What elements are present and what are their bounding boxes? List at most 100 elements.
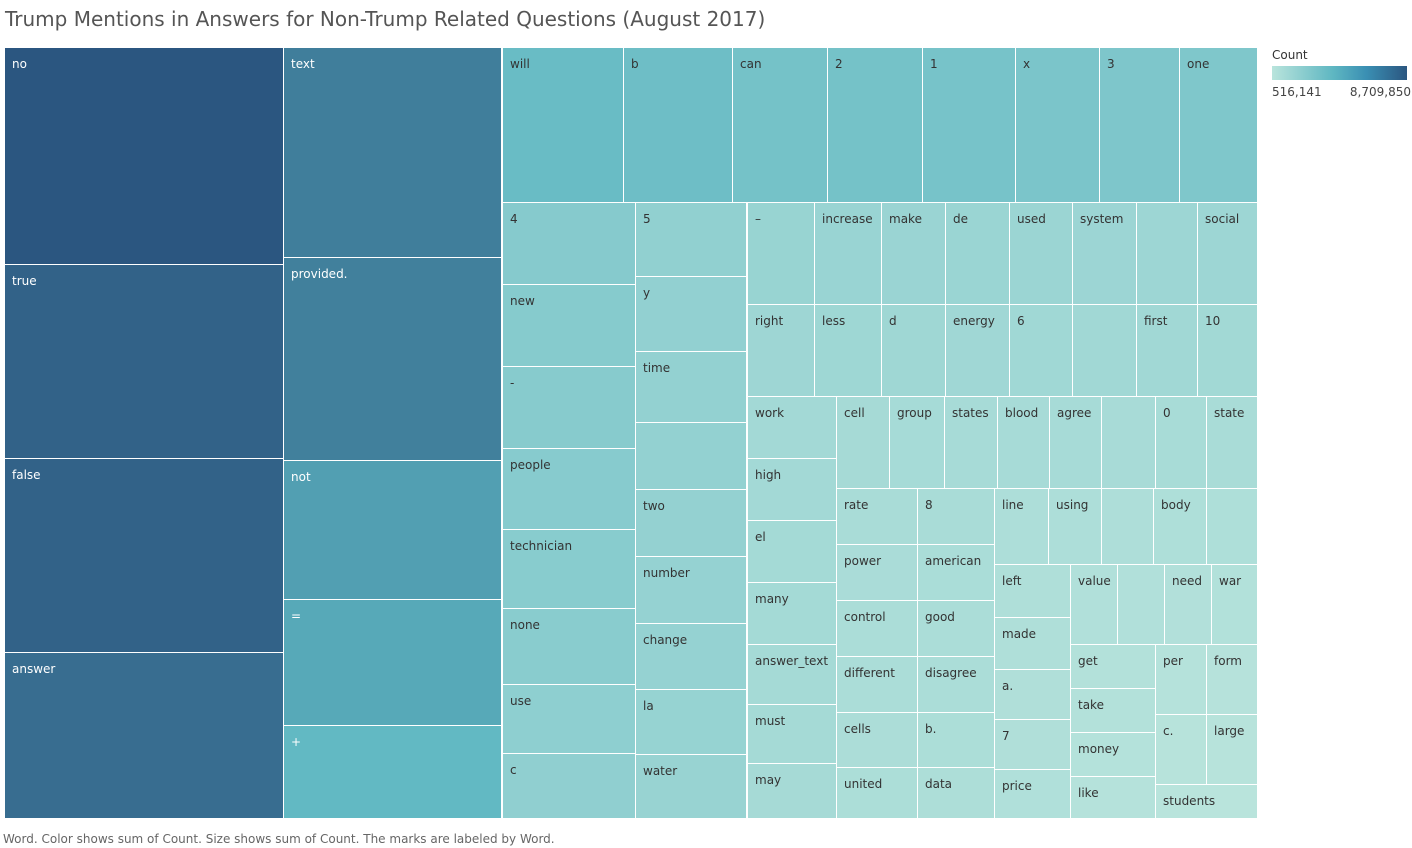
treemap-cell[interactable] xyxy=(636,423,747,490)
treemap-cell[interactable]: 1 xyxy=(923,48,1016,203)
treemap-cell[interactable]: no xyxy=(5,48,284,265)
treemap-cell[interactable]: states xyxy=(945,397,998,489)
treemap-cell[interactable]: water xyxy=(636,755,747,819)
treemap-cell[interactable]: increase xyxy=(815,203,882,305)
treemap-cell[interactable]: agree xyxy=(1050,397,1102,489)
treemap-cell[interactable]: number xyxy=(636,557,747,624)
treemap-cell[interactable]: power xyxy=(837,545,918,601)
treemap-cell[interactable]: 2 xyxy=(828,48,923,203)
treemap-cell[interactable]: rate xyxy=(837,489,918,545)
treemap-cell[interactable] xyxy=(1118,565,1165,645)
treemap-cell[interactable]: c xyxy=(503,754,636,819)
treemap-cell[interactable]: can xyxy=(733,48,828,203)
treemap-cell[interactable]: x xyxy=(1016,48,1100,203)
treemap-cell[interactable]: technician xyxy=(503,530,636,609)
treemap-cell[interactable]: change xyxy=(636,624,747,690)
treemap-cell[interactable]: price xyxy=(995,770,1071,819)
treemap-cell[interactable] xyxy=(1207,489,1258,565)
treemap-cell[interactable]: must xyxy=(748,705,837,764)
treemap-cell[interactable]: group xyxy=(890,397,945,489)
treemap-cell[interactable]: 7 xyxy=(995,720,1071,770)
treemap-cell[interactable]: – xyxy=(748,203,815,305)
treemap-cell[interactable]: c. xyxy=(1156,715,1207,785)
treemap-cell[interactable]: not xyxy=(284,461,502,600)
treemap-cell[interactable]: cells xyxy=(837,713,918,768)
treemap-cell[interactable]: = xyxy=(284,600,502,726)
treemap-cell[interactable]: provided. xyxy=(284,258,502,461)
treemap-cell[interactable]: 6 xyxy=(1010,305,1073,397)
treemap-cell[interactable]: per xyxy=(1156,645,1207,715)
treemap-cell[interactable]: good xyxy=(918,601,995,657)
treemap-cell[interactable]: two xyxy=(636,490,747,557)
treemap-cell[interactable]: make xyxy=(882,203,946,305)
treemap-cell[interactable]: line xyxy=(995,489,1049,565)
treemap-cell[interactable]: social xyxy=(1198,203,1258,305)
treemap-cell[interactable]: large xyxy=(1207,715,1258,785)
treemap-cell[interactable]: blood xyxy=(998,397,1050,489)
treemap-cell[interactable]: take xyxy=(1071,689,1156,733)
treemap-cell[interactable]: time xyxy=(636,352,747,423)
treemap-cell[interactable]: different xyxy=(837,657,918,713)
treemap-cell[interactable]: form xyxy=(1207,645,1258,715)
treemap-cell[interactable]: one xyxy=(1180,48,1258,203)
treemap-cell[interactable]: el xyxy=(748,521,837,583)
treemap-cell[interactable]: may xyxy=(748,764,837,819)
treemap-cell[interactable]: cell xyxy=(837,397,890,489)
treemap-cell[interactable]: use xyxy=(503,685,636,754)
treemap-cell[interactable]: 8 xyxy=(918,489,995,545)
treemap-cell[interactable]: state xyxy=(1207,397,1258,489)
treemap-cell[interactable]: high xyxy=(748,459,837,521)
treemap-cell[interactable]: 4 xyxy=(503,203,636,285)
treemap-cell[interactable]: value xyxy=(1071,565,1118,645)
treemap-cell[interactable]: work xyxy=(748,397,837,459)
treemap-cell[interactable]: like xyxy=(1071,777,1156,819)
treemap-cell[interactable]: - xyxy=(503,367,636,449)
treemap-cell[interactable]: body xyxy=(1154,489,1207,565)
treemap-cell[interactable] xyxy=(1102,489,1154,565)
treemap-cell[interactable]: need xyxy=(1165,565,1212,645)
treemap-cell[interactable]: answer xyxy=(5,653,284,819)
treemap-cell[interactable]: de xyxy=(946,203,1010,305)
treemap-cell[interactable]: first xyxy=(1137,305,1198,397)
treemap-cell[interactable]: b xyxy=(624,48,733,203)
treemap-cell[interactable]: used xyxy=(1010,203,1073,305)
treemap-cell[interactable]: 0 xyxy=(1156,397,1207,489)
treemap-cell[interactable]: made xyxy=(995,618,1071,670)
treemap-cell[interactable] xyxy=(1073,305,1137,397)
treemap-cell[interactable]: data xyxy=(918,768,995,819)
treemap-cell[interactable]: using xyxy=(1049,489,1102,565)
treemap-cell[interactable]: war xyxy=(1212,565,1258,645)
treemap-cell[interactable]: d xyxy=(882,305,946,397)
treemap-cell[interactable]: + xyxy=(284,726,502,819)
treemap-cell[interactable]: american xyxy=(918,545,995,601)
treemap-cell[interactable]: energy xyxy=(946,305,1010,397)
treemap-cell[interactable]: false xyxy=(5,459,284,653)
treemap-cell[interactable]: money xyxy=(1071,733,1156,777)
treemap-cell[interactable]: get xyxy=(1071,645,1156,689)
treemap-cell[interactable]: people xyxy=(503,449,636,530)
treemap-cell[interactable] xyxy=(1137,203,1198,305)
treemap-cell[interactable]: 10 xyxy=(1198,305,1258,397)
treemap-cell[interactable]: right xyxy=(748,305,815,397)
treemap-cell[interactable]: la xyxy=(636,690,747,755)
treemap-cell[interactable]: y xyxy=(636,277,747,352)
treemap-cell[interactable]: control xyxy=(837,601,918,657)
treemap-cell[interactable]: answer_text xyxy=(748,645,837,705)
treemap-cell[interactable]: a. xyxy=(995,670,1071,720)
treemap-cell[interactable]: none xyxy=(503,609,636,685)
treemap-cell[interactable]: text xyxy=(284,48,502,258)
treemap-cell[interactable]: new xyxy=(503,285,636,367)
treemap-cell[interactable]: many xyxy=(748,583,837,645)
treemap-cell[interactable]: left xyxy=(995,565,1071,618)
treemap-cell[interactable]: students xyxy=(1156,785,1258,819)
treemap-cell[interactable]: 3 xyxy=(1100,48,1180,203)
treemap-cell[interactable]: b. xyxy=(918,713,995,768)
treemap-cell[interactable]: system xyxy=(1073,203,1137,305)
treemap-cell[interactable]: disagree xyxy=(918,657,995,713)
treemap-cell[interactable]: 5 xyxy=(636,203,747,277)
treemap-cell[interactable]: united xyxy=(837,768,918,819)
treemap-cell[interactable]: less xyxy=(815,305,882,397)
treemap-cell[interactable]: true xyxy=(5,265,284,459)
treemap-cell[interactable] xyxy=(1102,397,1156,489)
treemap-cell[interactable]: will xyxy=(503,48,624,203)
